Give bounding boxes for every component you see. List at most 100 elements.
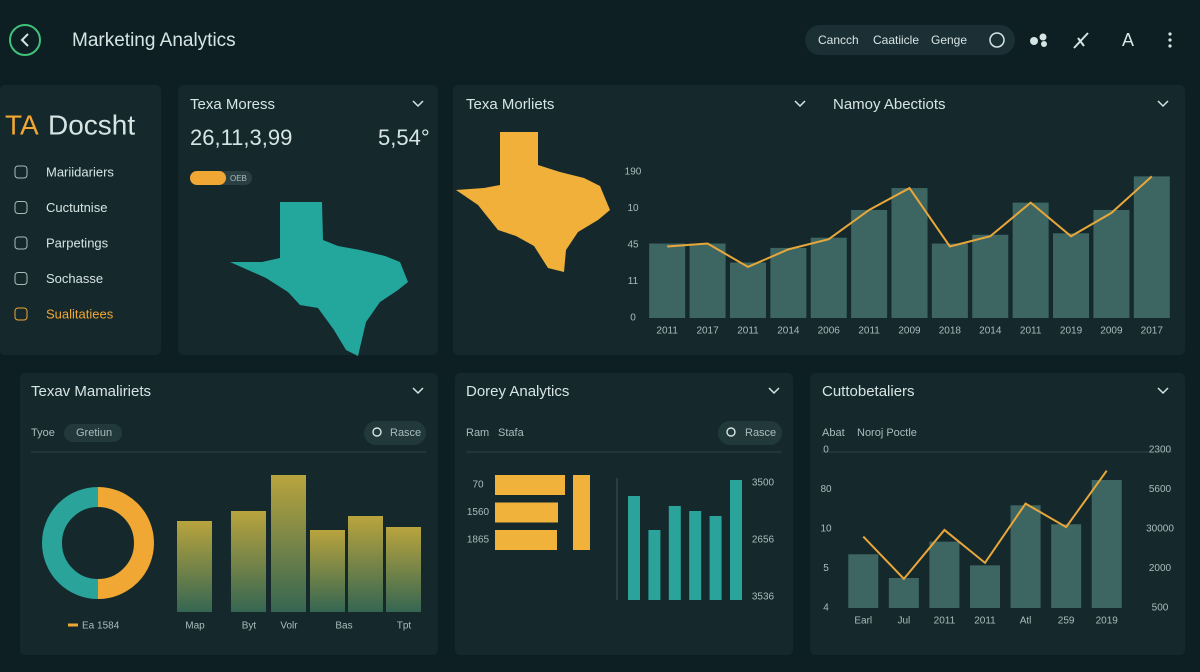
toolbar-button[interactable]: Cancch [818, 33, 859, 47]
menu-icon [14, 165, 28, 179]
panel-title: Texav Mamaliriets [31, 383, 151, 400]
x-tick-label: 2011 [858, 326, 880, 337]
y-tick-label: 70 [472, 480, 484, 491]
bar [888, 577, 919, 608]
y2-tick-label: 2300 [1149, 445, 1172, 456]
font-icon[interactable]: A [1122, 30, 1134, 50]
x-tick-label: 2011 [974, 616, 996, 627]
filter-chip[interactable] [64, 424, 122, 442]
share-icon[interactable] [1030, 33, 1047, 48]
y2-tick-label: 30000 [1146, 524, 1174, 535]
line [862, 470, 1108, 581]
menu-item[interactable]: Parpetings [46, 235, 109, 250]
y-tick-label: 0 [630, 313, 636, 324]
menu-icon [14, 236, 28, 250]
x-tick-label: 2011 [1020, 326, 1042, 337]
x-tick-label: 2014 [979, 326, 1002, 337]
bar [810, 237, 847, 318]
bar [1053, 233, 1090, 318]
globe-icon[interactable] [989, 32, 1005, 48]
brand-accent: TA [5, 109, 39, 140]
bar [495, 530, 557, 550]
bar [348, 516, 383, 612]
app-title: Marketing Analytics [72, 30, 236, 51]
progress-label: OEB [230, 174, 247, 183]
x-tick-label: 2014 [777, 326, 800, 337]
x-tick-label: 2019 [1096, 616, 1119, 627]
accent-bar [573, 475, 590, 550]
toolbar-button[interactable]: Genge [931, 33, 967, 47]
search-icons [372, 427, 736, 437]
x-tick-label: 2019 [1060, 326, 1083, 337]
x-tick-label: 2011 [656, 326, 678, 337]
menu-icon [14, 307, 28, 321]
bar [730, 479, 742, 600]
menu-item[interactable]: Mariidariers [46, 164, 114, 179]
tool-icon[interactable] [1073, 32, 1089, 49]
x-tick-label: 259 [1058, 616, 1075, 627]
x-tick-label: Earl [854, 616, 872, 627]
x-tick-label: 2006 [818, 326, 841, 337]
y-tick-label: 5 [823, 563, 829, 574]
x-tick-label: Jul [897, 616, 910, 627]
bar [495, 502, 558, 523]
menu-icon[interactable] [1168, 32, 1172, 48]
bar [1133, 176, 1170, 318]
menu-icon [14, 201, 28, 214]
y-tick-label: 4 [823, 603, 829, 614]
y-tick-label: 1865 [467, 535, 490, 546]
stat: 26,11,3,99 [190, 125, 292, 150]
y2-tick-label: 2000 [1149, 563, 1172, 574]
y-tick-label: 2656 [752, 535, 775, 546]
x-tick-label: 2011 [934, 616, 956, 627]
bar [1091, 480, 1122, 608]
x-tick-label: Tpt [397, 621, 412, 632]
menu-item[interactable]: Cuctutnise [46, 200, 107, 215]
x-tick-label: 2017 [696, 326, 719, 337]
bar [495, 475, 565, 495]
filter-label: Tyoe [31, 427, 55, 439]
menu-item[interactable]: Sochasse [46, 271, 103, 286]
search-box[interactable] [718, 421, 782, 445]
panel-title: Dorey Analytics [466, 383, 569, 400]
x-tick-label: Volr [280, 621, 298, 632]
y2-tick-label: 500 [1152, 603, 1169, 614]
y-tick-label: 190 [625, 167, 642, 178]
x-tick-label: Bas [335, 621, 352, 632]
y2-tick-label: 5600 [1149, 484, 1172, 495]
bar [970, 565, 1000, 608]
bar [1093, 209, 1130, 318]
filter-value: Stafa [498, 427, 525, 439]
texas-map [456, 132, 610, 272]
bar [851, 209, 888, 318]
bar [931, 243, 968, 318]
bar [628, 495, 640, 600]
chevrons[interactable] [412, 100, 1169, 395]
y-tick-label: 1560 [467, 507, 490, 518]
x-tick-label: Atl [1020, 616, 1032, 627]
bar [271, 475, 306, 612]
line [667, 175, 1153, 269]
search-text: Rasce [390, 427, 421, 439]
panel-title: Texa Moress [190, 96, 275, 113]
bar [689, 243, 726, 318]
filter-label: Ram [466, 427, 489, 439]
y-tick-label: 0 [823, 445, 829, 456]
search-box[interactable] [364, 421, 426, 445]
x-tick-label: 2009 [898, 326, 921, 337]
menu-item[interactable]: Sualitatiees [46, 306, 114, 321]
toolbar-button[interactable]: Caatiicle [873, 33, 919, 47]
brand: Docsht [48, 109, 135, 140]
panel-title: Texa Morliets [466, 96, 554, 113]
x-tick-label: 2011 [737, 326, 759, 337]
bar [649, 243, 686, 318]
bar [1051, 524, 1082, 608]
bar [668, 505, 681, 600]
bar [689, 510, 702, 600]
y-tick-label: 3500 [752, 478, 775, 489]
bar [231, 511, 266, 612]
back-button[interactable] [9, 24, 41, 56]
progress-fill [190, 171, 226, 185]
stat: 5,54° [378, 125, 430, 150]
bar [648, 530, 661, 600]
